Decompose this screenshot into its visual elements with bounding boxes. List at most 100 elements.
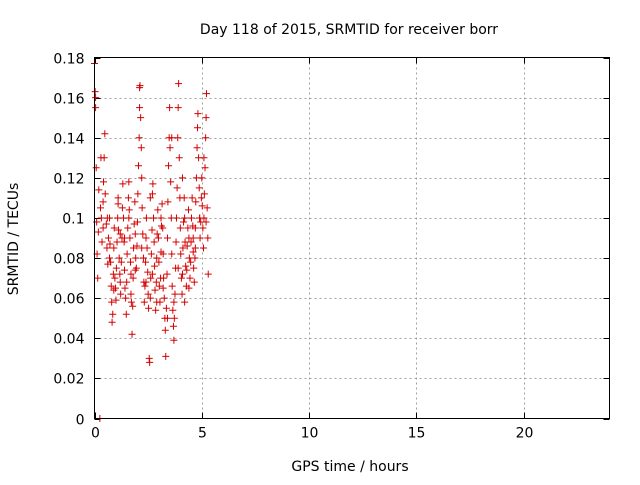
data-point [164, 198, 172, 206]
data-point [108, 298, 116, 306]
data-point [185, 284, 193, 292]
data-point [172, 238, 180, 246]
data-point [154, 206, 162, 214]
data-point [191, 224, 199, 232]
data-point [178, 290, 186, 298]
data-point [201, 164, 209, 172]
data-point [160, 294, 168, 302]
data-point [203, 90, 211, 98]
data-point [170, 314, 178, 322]
data-point [94, 228, 102, 236]
data-point [178, 270, 186, 278]
data-point [204, 270, 212, 278]
data-point [106, 254, 114, 262]
data-point [182, 262, 190, 270]
data-point [147, 274, 155, 282]
data-point [141, 282, 149, 290]
data-point [202, 114, 210, 122]
y-tick-label: 0.12 [53, 172, 84, 188]
data-point [103, 214, 111, 222]
data-point [119, 180, 127, 188]
data-point [115, 254, 123, 262]
data-point [151, 262, 159, 270]
data-point [133, 242, 141, 250]
data-point [99, 224, 107, 232]
data-point [116, 270, 124, 278]
data-point [125, 178, 133, 186]
x-tick-label: 0 [91, 426, 100, 442]
data-point [202, 134, 210, 142]
data-point [137, 114, 145, 122]
data-point [129, 302, 137, 310]
data-point [101, 190, 109, 198]
data-point [162, 304, 170, 312]
data-point [92, 104, 100, 112]
data-point [153, 254, 161, 262]
data-point [173, 184, 181, 192]
x-tick-label: 15 [408, 426, 426, 442]
data-point [169, 322, 177, 330]
data-point [134, 190, 142, 198]
data-point [159, 250, 167, 258]
data-point [168, 282, 176, 290]
data-point [175, 80, 183, 88]
data-point [123, 250, 131, 258]
data-point [159, 224, 167, 232]
data-point [154, 234, 162, 242]
grid [94, 57, 610, 419]
data-point [117, 290, 125, 298]
data-point [191, 244, 199, 252]
data-point [178, 174, 186, 182]
data-point [127, 298, 135, 306]
data-point [125, 206, 133, 214]
data-point [100, 178, 108, 186]
y-tick-label: 0.02 [53, 372, 84, 388]
data-point [138, 174, 146, 182]
data-point [153, 230, 161, 238]
data-point [188, 194, 196, 202]
data-point [166, 144, 174, 152]
data-point [176, 224, 184, 232]
data-point [170, 298, 178, 306]
data-point [146, 194, 154, 202]
data-point [123, 278, 131, 286]
data-point [184, 206, 192, 214]
data-point [181, 298, 189, 306]
data-point [183, 266, 191, 274]
data-point [136, 84, 144, 92]
data-point [114, 194, 122, 202]
data-point [193, 144, 201, 152]
data-point [138, 244, 146, 252]
data-point [169, 306, 177, 314]
y-tick-label: 0.06 [53, 292, 84, 308]
y-tick-label: 0.04 [53, 332, 84, 348]
data-point [128, 330, 136, 338]
data-point [163, 234, 171, 242]
data-point [109, 310, 117, 318]
data-point [140, 298, 148, 306]
data-point [149, 180, 157, 188]
data-point [147, 250, 155, 258]
data-point [144, 268, 152, 276]
data-point [198, 202, 206, 210]
data-point [139, 254, 147, 262]
chart-title: Day 118 of 2015, SRMTID for receiver bor… [200, 22, 498, 38]
data-point [121, 234, 129, 242]
data-point [121, 284, 129, 292]
data-point [192, 198, 200, 206]
data-point [163, 270, 171, 278]
data-point [151, 286, 159, 294]
data-point [183, 242, 191, 250]
y-tick-label: 0 [76, 413, 85, 429]
data-point [165, 162, 173, 170]
data-point [142, 214, 150, 222]
data-point [158, 200, 166, 208]
y-tick-label: 0.08 [53, 252, 84, 268]
data-point [174, 134, 182, 142]
data-point [115, 226, 123, 234]
data-point [116, 230, 124, 238]
data-point [112, 264, 120, 272]
data-point [157, 214, 165, 222]
data-point [181, 214, 189, 222]
